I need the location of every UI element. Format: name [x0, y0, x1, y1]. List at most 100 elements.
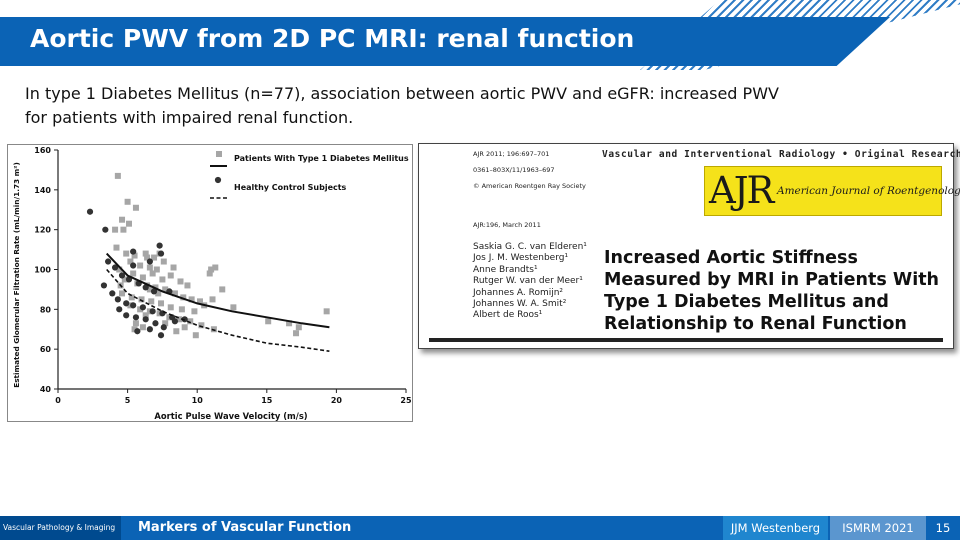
- patient-data-point: [212, 264, 219, 271]
- chart-axes: [57, 150, 406, 390]
- paper-header-image: AJR 2011; 196:697–701 0361–803X/11/1963–…: [418, 143, 960, 349]
- patient-data-point: [158, 300, 165, 307]
- paper-author: Saskia G. C. van Elderen¹: [473, 242, 587, 252]
- patient-data-point: [191, 308, 198, 315]
- footer-page-number: 15: [935, 521, 951, 535]
- patient-data-point: [219, 286, 226, 293]
- control-data-point: [118, 272, 126, 279]
- y-tick-label: 160: [34, 146, 51, 155]
- patient-data-point: [177, 278, 184, 285]
- slide-title: Aortic PWV from 2D PC MRI: renal functio…: [30, 24, 635, 53]
- footer-bar: Vascular Pathology & Imaging Markers of …: [0, 516, 960, 540]
- footer-topic: Markers of Vascular Function: [138, 520, 352, 535]
- patient-data-point: [181, 324, 188, 331]
- patient-data-point: [123, 250, 130, 257]
- control-data-point: [109, 290, 116, 297]
- control-data-point: [146, 258, 153, 265]
- patient-data-point: [120, 226, 127, 233]
- patient-data-point: [137, 306, 144, 313]
- patient-data-point: [121, 276, 128, 283]
- chart-legend: Patients With Type 1 Diabetes Mellitus H…: [210, 151, 409, 199]
- control-data-point: [130, 302, 137, 309]
- patient-data-point: [138, 296, 145, 303]
- patient-data-point: [114, 172, 121, 179]
- patient-data-point: [119, 216, 126, 223]
- control-data-point: [130, 262, 137, 269]
- control-data-point: [149, 308, 156, 315]
- patient-data-point: [119, 290, 126, 297]
- patient-data-point: [198, 322, 205, 329]
- patient-data-point: [132, 320, 139, 327]
- footer-conference: ISMRM 2021: [830, 516, 926, 540]
- patient-data-point: [192, 332, 199, 339]
- footer-author: JJM Westenberg: [723, 516, 828, 540]
- paper-citation-line-3: © American Roentgen Ray Society: [473, 182, 586, 190]
- legend-label-patients: Patients With Type 1 Diabetes Mellitus: [234, 154, 409, 163]
- control-data-point: [105, 258, 112, 265]
- patient-data-point: [146, 264, 153, 271]
- paper-title-line: Increased Aortic Stiffness: [604, 248, 858, 268]
- patient-data-point: [149, 270, 156, 277]
- x-tick-label: 20: [331, 396, 343, 405]
- patient-data-point: [265, 318, 272, 325]
- y-tick-label: 40: [40, 385, 52, 394]
- y-tick-label: 100: [34, 266, 51, 275]
- paper-author: Rutger W. van der Meer¹: [473, 276, 583, 287]
- legend-label-controls: Healthy Control Subjects: [234, 183, 347, 192]
- paper-title-line: Measured by MRI in Patients With: [604, 270, 940, 290]
- x-tick-label: 25: [400, 396, 412, 405]
- control-data-point: [114, 296, 121, 303]
- patient-data-point: [230, 304, 237, 311]
- control-data-point: [100, 282, 108, 289]
- intro-text: In type 1 Diabetes Mellitus (n=77), asso…: [25, 82, 815, 130]
- patient-data-point: [137, 262, 144, 269]
- y-tick-label: 80: [40, 305, 52, 314]
- control-data-point: [150, 288, 158, 295]
- patient-data-point: [131, 252, 138, 259]
- patient-data-point: [142, 250, 149, 257]
- control-data-point: [160, 324, 167, 331]
- y-axis-label: Estimated Glomerular Filtration Rate (mL…: [12, 162, 21, 388]
- patient-data-point: [184, 282, 191, 289]
- control-data-point: [159, 310, 166, 317]
- paper-author-list: Saskia G. C. van Elderen¹ Jos J. M. West…: [473, 242, 587, 322]
- paper-citation-line-2: 0361–803X/11/1963–697: [473, 166, 555, 174]
- legend-square-marker: [216, 151, 222, 157]
- patient-data-point: [286, 320, 293, 327]
- control-data-point: [102, 226, 109, 233]
- x-tick-label: 15: [261, 396, 273, 405]
- control-data-point: [157, 332, 165, 339]
- patient-data-point: [323, 308, 330, 315]
- patient-data-point: [144, 254, 151, 261]
- control-data-point: [123, 312, 130, 319]
- patients-fit-line: [105, 252, 330, 329]
- intro-line-1: In type 1 Diabetes Mellitus (n=77), asso…: [25, 84, 779, 103]
- patient-data-point: [130, 270, 137, 277]
- x-tick-label: 5: [125, 396, 131, 405]
- paper-title: Increased Aortic Stiffness Measured by M…: [604, 247, 939, 335]
- patient-data-point: [167, 304, 174, 311]
- patient-data-point: [188, 296, 195, 303]
- ajr-journal-logo: AJR American Journal of Roentgenology: [704, 166, 960, 216]
- paper-author: Johannes W. A. Smit²: [473, 299, 567, 310]
- x-axis-label: Aortic Pulse Wave Velocity (m/s): [154, 411, 307, 421]
- ajr-logo-journal-name: American Journal of Roentgenology: [777, 185, 960, 197]
- patient-data-point: [142, 312, 149, 319]
- patient-data-point: [113, 244, 120, 251]
- footer-group-name: Vascular Pathology & Imaging: [0, 516, 121, 540]
- patient-data-point: [148, 298, 155, 305]
- intro-line-2: for patients with impaired renal functio…: [25, 108, 354, 127]
- patient-data-point: [151, 254, 158, 261]
- patient-data-point: [206, 270, 213, 277]
- patient-data-point: [139, 274, 146, 281]
- control-data-point: [157, 250, 165, 257]
- patient-data-point: [155, 290, 162, 297]
- patient-data-point: [127, 258, 134, 265]
- paper-issue: AJR:196, March 2011: [473, 221, 541, 229]
- control-data-point: [142, 284, 149, 291]
- y-tick-label: 140: [34, 186, 51, 195]
- x-tick-label: 10: [192, 396, 204, 405]
- patient-data-point: [131, 326, 138, 333]
- patient-data-point: [293, 330, 300, 337]
- control-data-point: [116, 306, 123, 313]
